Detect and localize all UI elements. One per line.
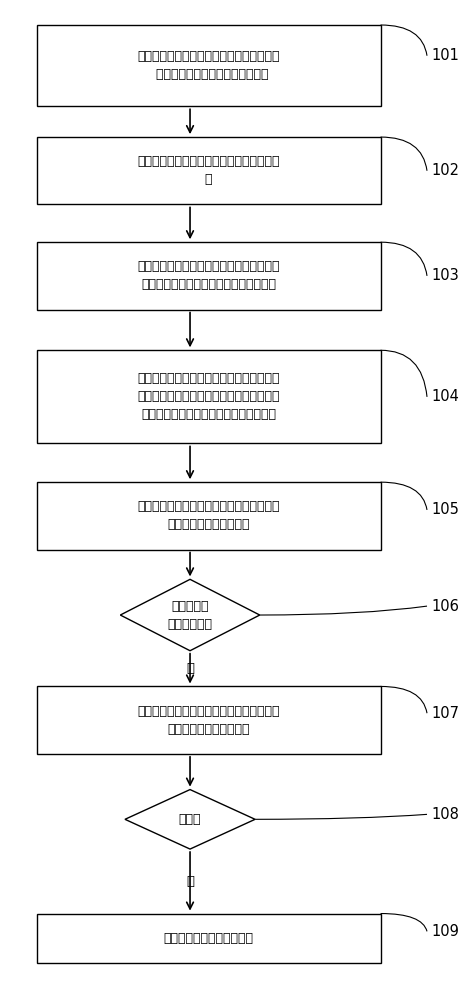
Text: 是: 是 — [186, 875, 194, 888]
FancyBboxPatch shape — [37, 25, 381, 106]
Text: 满足线路容
量约束条件？: 满足线路容 量约束条件？ — [167, 600, 212, 631]
Text: 分别建立上级网络和下级网络各自的优化模
型: 分别建立上级网络和下级网络各自的优化模 型 — [137, 155, 280, 186]
Polygon shape — [120, 579, 260, 651]
Text: 109: 109 — [432, 924, 460, 939]
Text: 103: 103 — [432, 268, 459, 283]
Text: 108: 108 — [432, 807, 460, 822]
Text: 101: 101 — [432, 48, 460, 63]
Text: 分别对每个下级网络的优化模型进行优化处
理，以得到每个下级网络的接入优化参数: 分别对每个下级网络的优化模型进行优化处 理，以得到每个下级网络的接入优化参数 — [137, 260, 280, 291]
Text: 对上级电网的优化模型进行优化处理，以得
到配电网的接入优化参数: 对上级电网的优化模型进行优化处理，以得 到配电网的接入优化参数 — [137, 705, 280, 736]
Text: 107: 107 — [432, 706, 460, 721]
Text: 获得极端情况下下级网络与上级网络之间的
相连线路的线路潮流数据: 获得极端情况下下级网络与上级网络之间的 相连线路的线路潮流数据 — [137, 500, 280, 531]
Text: 105: 105 — [432, 502, 460, 517]
Text: 对配电网的接入设备进行电网等级划分，以
  得到上级电网和至少一个下级电网: 对配电网的接入设备进行电网等级划分，以 得到上级电网和至少一个下级电网 — [137, 50, 280, 81]
FancyBboxPatch shape — [37, 686, 381, 754]
Text: 102: 102 — [432, 163, 460, 178]
Text: 106: 106 — [432, 599, 460, 614]
Text: 收敛？: 收敛？ — [179, 813, 201, 826]
Polygon shape — [125, 790, 255, 849]
Text: 104: 104 — [432, 389, 460, 404]
Text: 是: 是 — [186, 662, 194, 675]
FancyBboxPatch shape — [37, 137, 381, 204]
Text: 根据每个下级网络中的接入设备的接入容量
和负荷数据，获得下级网络与上级网络之间
的实际交换功率上限和实际交换功率下限: 根据每个下级网络中的接入设备的接入容量 和负荷数据，获得下级网络与上级网络之间 … — [137, 372, 280, 421]
FancyBboxPatch shape — [37, 482, 381, 550]
FancyBboxPatch shape — [37, 350, 381, 443]
FancyBboxPatch shape — [37, 914, 381, 963]
FancyBboxPatch shape — [37, 242, 381, 310]
Text: 输出配电网的接入优化参数: 输出配电网的接入优化参数 — [164, 932, 254, 945]
